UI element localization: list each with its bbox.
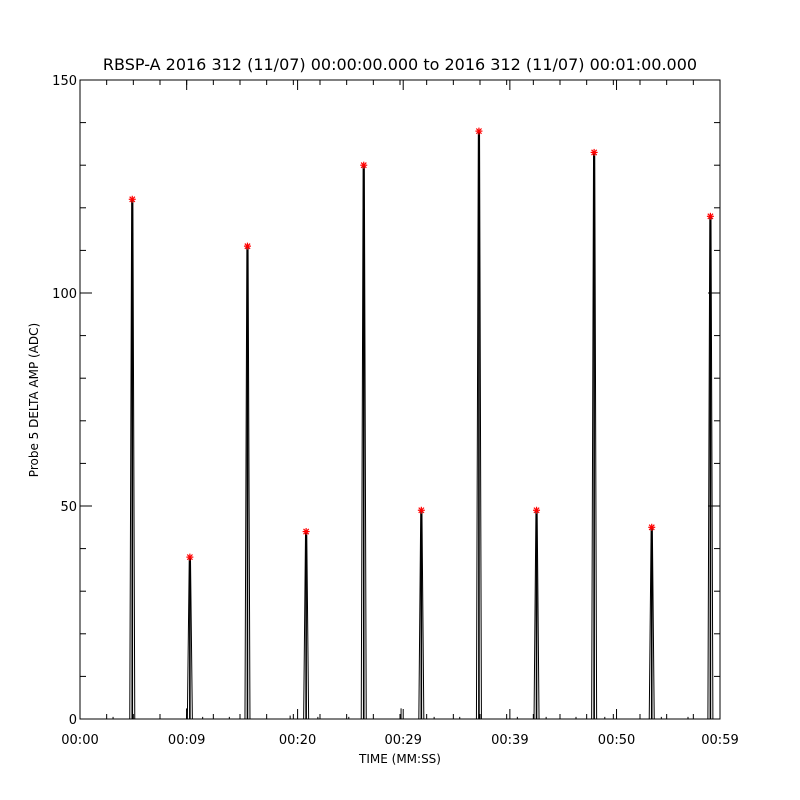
peak-marker: [706, 212, 714, 220]
peak-marker-stroke: [360, 162, 367, 169]
peak-marker: [302, 528, 310, 536]
x-tick-label: 00:39: [491, 733, 528, 748]
plot-frame: [79, 79, 721, 720]
x-tick-label: 00:00: [61, 733, 98, 748]
peak-marker-stroke: [186, 554, 193, 561]
peak-markers: [128, 127, 714, 561]
peak-marker: [243, 242, 251, 250]
peak-marker-stroke: [648, 524, 655, 531]
peak-marker-stroke: [303, 528, 310, 535]
spike-series: [129, 130, 714, 720]
x-axis-label: TIME (MM:SS): [358, 752, 441, 766]
peak-marker: [186, 553, 194, 561]
y-axis-label: Probe 5 DELTA AMP (ADC): [27, 323, 41, 477]
axis-ticks: [79, 79, 721, 720]
peak-marker: [590, 148, 598, 156]
peak-marker: [128, 195, 136, 203]
chart-title: RBSP-A 2016 312 (11/07) 00:00:00.000 to …: [103, 55, 697, 74]
x-tick-label: 00:29: [384, 733, 421, 748]
peak-marker: [533, 506, 541, 514]
y-tick-label: 0: [69, 713, 77, 728]
x-tick-label: 00:50: [598, 733, 635, 748]
peak-marker-stroke: [591, 149, 598, 156]
peak-marker: [475, 127, 483, 135]
peak-marker: [360, 161, 368, 169]
y-tick-label: 150: [52, 74, 77, 89]
peak-marker: [648, 523, 656, 531]
peak-marker: [417, 506, 425, 514]
y-tick-label: 50: [60, 500, 77, 515]
x-tick-label: 00:09: [168, 733, 205, 748]
x-tick-label: 00:20: [279, 733, 316, 748]
peak-marker-stroke: [129, 196, 136, 203]
peak-marker-stroke: [475, 128, 482, 135]
peak-marker-stroke: [418, 507, 425, 514]
peak-marker-stroke: [707, 213, 714, 220]
noise-blips: [112, 708, 689, 719]
y-tick-label: 100: [52, 287, 77, 302]
peak-marker-stroke: [533, 507, 540, 514]
tick-labels: 0 50 100 150 00:00 00:09 00:20 00:29 00:39 00:50 0…: [52, 74, 739, 748]
peak-marker-stroke: [244, 243, 251, 250]
x-tick-label: 00:59: [701, 733, 738, 748]
